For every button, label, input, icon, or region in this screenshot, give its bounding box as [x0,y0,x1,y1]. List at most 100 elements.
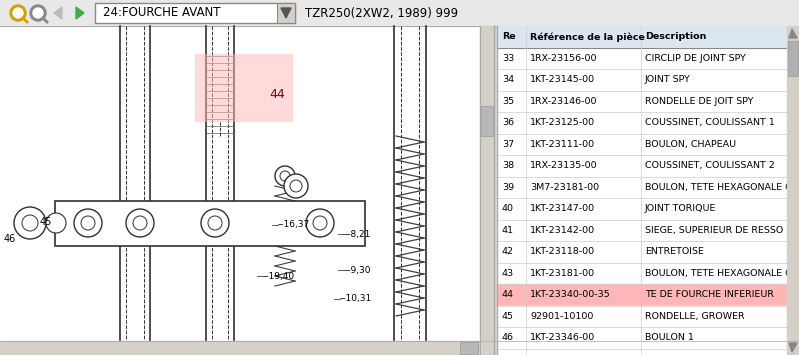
Text: BOULON, TETE HEXAGONALE C: BOULON, TETE HEXAGONALE C [645,269,792,278]
Text: 1RX-23135-00: 1RX-23135-00 [530,161,598,170]
Text: 40: 40 [502,204,514,213]
Bar [481,106,493,136]
Bar [497,26,799,48]
Text: 1RX-23156-00: 1RX-23156-00 [530,54,598,63]
Text: 42: 42 [502,247,514,256]
Bar [480,26,494,341]
Bar [788,41,798,76]
Bar [497,327,799,349]
Bar [497,48,799,69]
Bar [0,341,480,355]
Text: 1KT-23118-00: 1KT-23118-00 [530,247,595,256]
Polygon shape [54,7,62,19]
Text: 34: 34 [502,75,514,84]
Circle shape [306,209,334,237]
Text: RONDELLE DE JOIT SPY: RONDELLE DE JOIT SPY [645,97,753,106]
Text: CIRCLIP DE JOINT SPY: CIRCLIP DE JOINT SPY [645,54,746,63]
Text: 1RX-23146-00: 1RX-23146-00 [530,97,598,106]
Text: TZR250(2XW2, 1989) 999: TZR250(2XW2, 1989) 999 [305,6,458,20]
Circle shape [22,215,38,231]
Bar [55,201,365,246]
Text: RONDELLE, GROWER: RONDELLE, GROWER [645,312,745,321]
Bar [497,198,799,219]
Text: JOINT SPY: JOINT SPY [645,75,691,84]
Text: COUSSINET, COULISSANT 1: COUSSINET, COULISSANT 1 [645,118,775,127]
Text: 44: 44 [502,290,514,299]
Polygon shape [789,343,797,352]
Text: SIEGE, SUPERIEUR DE RESSO: SIEGE, SUPERIEUR DE RESSO [645,226,783,235]
Text: 37: 37 [502,140,514,149]
Text: BOULON, CHAPEAU: BOULON, CHAPEAU [645,140,736,149]
Circle shape [46,213,66,233]
Text: JOINT TORIQUE: JOINT TORIQUE [645,204,717,213]
Circle shape [14,207,46,239]
Circle shape [133,216,147,230]
Circle shape [30,5,46,21]
Bar [497,284,799,306]
Circle shape [275,166,295,186]
Text: Re: Re [502,32,515,41]
Text: 39: 39 [502,183,514,192]
Circle shape [208,216,222,230]
Text: 46: 46 [4,234,16,244]
Text: BOULON, TETE HEXAGONALE C: BOULON, TETE HEXAGONALE C [645,183,792,192]
Bar [497,112,799,133]
Text: 43: 43 [502,269,514,278]
Text: 36: 36 [502,118,514,127]
Text: --19,40: --19,40 [263,272,295,280]
Text: 35: 35 [502,97,514,106]
Bar [497,155,799,176]
Text: 1KT-23346-00: 1KT-23346-00 [530,333,595,342]
Polygon shape [789,29,797,38]
Bar [787,26,799,355]
Text: 1KT-23142-00: 1KT-23142-00 [530,226,595,235]
Circle shape [284,174,308,198]
Bar [497,26,799,355]
Circle shape [33,8,43,18]
Bar [497,133,799,155]
Text: 38: 38 [502,161,514,170]
Text: 33: 33 [502,54,515,63]
Text: 1KT-23145-00: 1KT-23145-00 [530,75,595,84]
Bar [497,306,799,327]
Bar [460,342,478,354]
Text: 45: 45 [40,217,53,227]
Circle shape [313,216,327,230]
Polygon shape [281,8,291,18]
Text: 1KT-23181-00: 1KT-23181-00 [530,269,595,278]
Text: ENTRETOISE: ENTRETOISE [645,247,704,256]
Circle shape [74,209,102,237]
Text: TE DE FOURCHE INFERIEUR: TE DE FOURCHE INFERIEUR [645,290,774,299]
Bar [497,91,799,112]
Text: 3M7-23181-00: 3M7-23181-00 [530,183,599,192]
Text: --9,30: --9,30 [345,266,372,274]
Circle shape [13,8,23,18]
Text: Description: Description [645,32,706,41]
Text: --8,21: --8,21 [345,229,372,239]
Circle shape [290,180,302,192]
Bar [0,26,480,355]
Text: COUSSINET, COULISSANT 2: COUSSINET, COULISSANT 2 [645,161,775,170]
Bar [277,3,295,23]
Circle shape [201,209,229,237]
Polygon shape [76,7,84,19]
Circle shape [126,209,154,237]
Bar [497,176,799,198]
Bar [497,69,799,91]
Bar [195,54,293,122]
Text: 44: 44 [269,88,285,101]
Text: Référence de la pièce: Référence de la pièce [530,32,645,42]
Text: 92901-10100: 92901-10100 [530,312,594,321]
Bar [95,3,295,23]
Text: 1KT-23147-00: 1KT-23147-00 [530,204,595,213]
Circle shape [280,171,290,181]
Text: 45: 45 [502,312,514,321]
Text: 1KT-23125-00: 1KT-23125-00 [530,118,595,127]
Text: 46: 46 [502,333,514,342]
Text: --16,37: --16,37 [278,220,310,229]
Text: 1KT-23340-00-35: 1KT-23340-00-35 [530,290,610,299]
Bar [0,0,799,26]
Text: --10,31: --10,31 [340,295,372,304]
Bar [497,263,799,284]
Text: 41: 41 [502,226,514,235]
